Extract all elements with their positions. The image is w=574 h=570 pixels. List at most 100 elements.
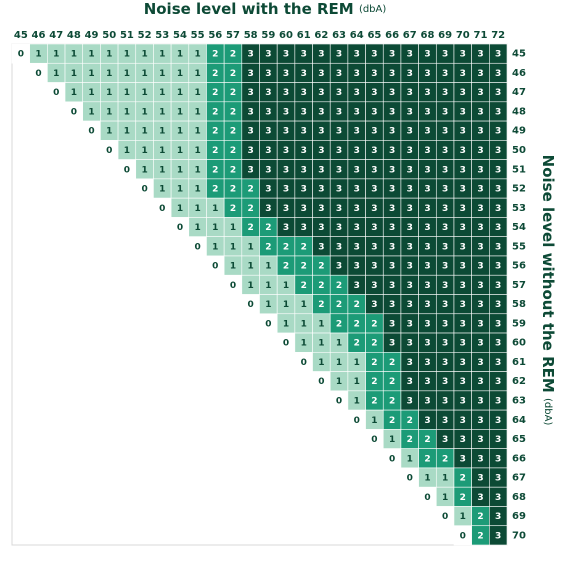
cell-value: 1 xyxy=(442,493,448,503)
row-label: 64 xyxy=(512,415,526,426)
cell-value: 1 xyxy=(159,185,165,195)
cell-value: 3 xyxy=(318,223,324,233)
cell-value: 0 xyxy=(442,512,448,522)
cell-value: 3 xyxy=(371,262,377,272)
cell-value: 2 xyxy=(354,319,360,329)
cell-value: 3 xyxy=(495,493,501,503)
cell-value: 3 xyxy=(389,339,395,349)
cell-value: 1 xyxy=(212,242,218,252)
cell-value: 2 xyxy=(336,319,342,329)
cell-value: 3 xyxy=(424,242,430,252)
cell-value: 3 xyxy=(424,358,430,368)
cell-value: 0 xyxy=(248,300,254,310)
row-label: 69 xyxy=(512,511,526,522)
cell-value: 1 xyxy=(159,88,165,98)
cell-value: 2 xyxy=(318,281,324,291)
cell-value: 3 xyxy=(283,204,289,214)
cell-value: 3 xyxy=(442,319,448,329)
cell-value: 3 xyxy=(265,50,271,60)
cell-value: 3 xyxy=(354,107,360,117)
cell-value: 3 xyxy=(283,146,289,156)
cell-value: 3 xyxy=(336,204,342,214)
cell-value: 3 xyxy=(442,262,448,272)
cell-value: 3 xyxy=(407,300,413,310)
cell-value: 1 xyxy=(88,88,94,98)
cell-value: 3 xyxy=(477,223,483,233)
cell-value: 3 xyxy=(371,107,377,117)
cell-value: 3 xyxy=(442,377,448,387)
cell-value: 3 xyxy=(336,165,342,175)
cell-value: 3 xyxy=(460,146,466,156)
row-label: 59 xyxy=(512,318,526,329)
cell-value: 3 xyxy=(477,50,483,60)
cell-value: 2 xyxy=(230,165,236,175)
cell-value: 1 xyxy=(265,281,271,291)
cell-value: 1 xyxy=(141,165,147,175)
cell-value: 1 xyxy=(212,223,218,233)
cell-value: 0 xyxy=(18,50,24,60)
cell-value: 3 xyxy=(265,88,271,98)
cell-value: 3 xyxy=(495,435,501,445)
cell-value: 0 xyxy=(283,339,289,349)
cell-value: 3 xyxy=(336,127,342,137)
cell-value: 1 xyxy=(407,454,413,464)
cell-value: 3 xyxy=(354,262,360,272)
cell-value: 2 xyxy=(212,165,218,175)
cell-value: 3 xyxy=(495,146,501,156)
cell-value: 2 xyxy=(212,88,218,98)
row-label: 51 xyxy=(512,164,526,175)
cell-value: 3 xyxy=(318,242,324,252)
cell-value: 1 xyxy=(194,88,200,98)
cell-value: 3 xyxy=(407,281,413,291)
cell-value: 1 xyxy=(141,107,147,117)
cell-value: 3 xyxy=(407,223,413,233)
cell-value: 3 xyxy=(477,377,483,387)
cell-value: 2 xyxy=(389,358,395,368)
cell-value: 3 xyxy=(477,88,483,98)
cell-value: 3 xyxy=(336,50,342,60)
cell-value: 3 xyxy=(283,69,289,79)
cell-value: 3 xyxy=(424,146,430,156)
cell-value: 1 xyxy=(194,50,200,60)
cell-value: 3 xyxy=(389,88,395,98)
cell-value: 3 xyxy=(495,127,501,137)
title-main: Noise level with the REM xyxy=(144,0,354,18)
cell-value: 3 xyxy=(477,127,483,137)
cell-value: 3 xyxy=(442,107,448,117)
cell-value: 3 xyxy=(336,107,342,117)
cell-value: 0 xyxy=(194,242,200,252)
column-label: 53 xyxy=(155,30,169,41)
column-label: 61 xyxy=(297,30,311,41)
cell-value: 3 xyxy=(477,435,483,445)
cell-value: 1 xyxy=(212,204,218,214)
cell-value: 1 xyxy=(124,107,130,117)
row-label: 61 xyxy=(512,357,526,368)
cell-value: 1 xyxy=(159,107,165,117)
cell-value: 1 xyxy=(141,146,147,156)
cell-value: 3 xyxy=(301,146,307,156)
cell-value: 3 xyxy=(283,165,289,175)
cell-value: 3 xyxy=(336,262,342,272)
cell-value: 1 xyxy=(88,50,94,60)
cell-value: 1 xyxy=(177,107,183,117)
cell-value: 3 xyxy=(442,69,448,79)
cell-value: 3 xyxy=(477,281,483,291)
cell-value: 2 xyxy=(212,50,218,60)
cell-value: 0 xyxy=(124,165,130,175)
cell-value: 3 xyxy=(265,165,271,175)
cell-value: 3 xyxy=(477,242,483,252)
cell-value: 3 xyxy=(389,185,395,195)
column-label: 63 xyxy=(332,30,346,41)
cell-value: 1 xyxy=(159,165,165,175)
column-label: 65 xyxy=(367,30,381,41)
cell-value: 2 xyxy=(318,262,324,272)
cell-value: 2 xyxy=(230,127,236,137)
cell-value: 3 xyxy=(318,88,324,98)
cell-value: 3 xyxy=(460,435,466,445)
cell-value: 1 xyxy=(194,204,200,214)
cell-value: 2 xyxy=(230,185,236,195)
row-label: 66 xyxy=(512,453,526,464)
cell-value: 2 xyxy=(248,223,254,233)
cell-value: 3 xyxy=(495,377,501,387)
cell-value: 0 xyxy=(88,127,94,137)
